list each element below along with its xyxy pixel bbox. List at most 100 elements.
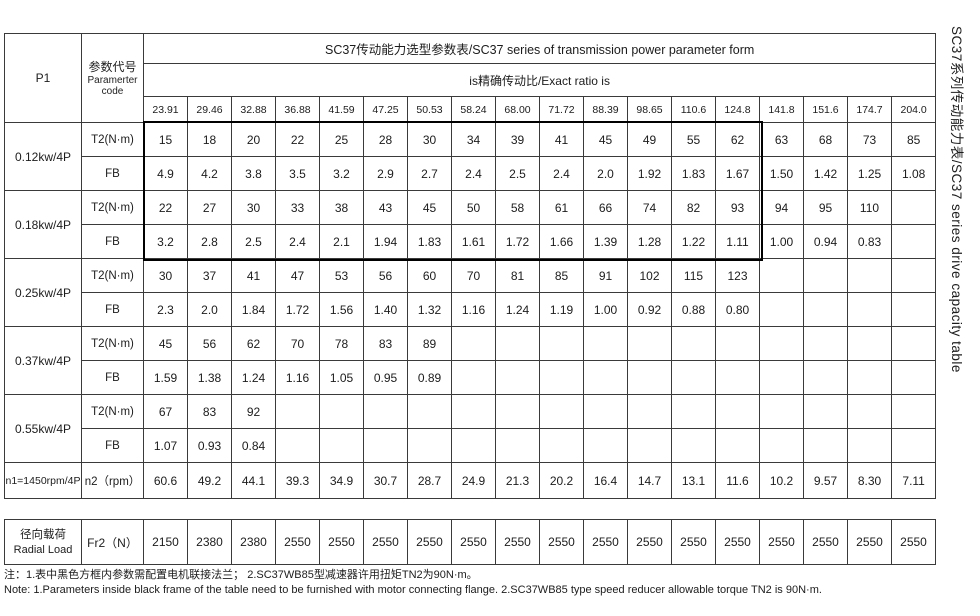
ratio-value-cell: 23.91 [143,96,188,123]
fb-param-cell: FB [81,156,144,191]
radial-load-row: 径向载荷 Radial Load Fr2（N） 2150 2380 2380 2550… [4,519,936,565]
n2-value-cell: 9.57 [803,462,848,499]
fr2-value-cell: 2550 [891,519,936,565]
fr2-value-cell: 2550 [275,519,320,565]
t2-value-cell: 50 [451,190,496,225]
t2-value-cell [715,326,760,361]
fb-row: FB 1.07 0.93 0.84 [5,428,937,463]
t2-value-cell [495,394,540,429]
t2-value-cell: 68 [803,122,848,157]
t2-value-cell: 110 [847,190,892,225]
t2-value-cell: 62 [715,122,760,157]
fb-value-cell [890,428,937,463]
n2-value-cell: 13.1 [671,462,716,499]
fb-value-cell: 0.89 [407,360,452,395]
t2-value-cell: 66 [583,190,628,225]
ratio-value-cell: 141.8 [759,96,804,123]
t2-value-cell [759,326,804,361]
fr2-value-cell: 2550 [583,519,628,565]
n2-value-cell: 49.2 [187,462,232,499]
t2-value-cell [407,394,452,429]
t2-value-cell [847,326,892,361]
fb-value-cell: 0.95 [363,360,408,395]
t2-value-cell: 92 [231,394,276,429]
n2-value-cell: 44.1 [231,462,276,499]
t2-value-cell: 47 [275,258,320,293]
fb-value-cell [890,292,937,327]
t2-value-cell: 43 [363,190,408,225]
ratio-value-cell: 71.72 [539,96,584,123]
fr2-value-cell: 2550 [759,519,804,565]
ratio-value-cell: 50.53 [407,96,452,123]
fb-value-cell [759,428,804,463]
fr2-value-cell: 2550 [803,519,848,565]
fb-value-cell: 1.07 [143,428,188,463]
power-label-cell: 0.55kw/4P [4,394,82,463]
fb-value-cell: 1.56 [319,292,364,327]
fb-value-cell [671,428,716,463]
main-parameter-table: P1 参数代号 Paramerter code SC37传动能力选型参数表/SC… [4,33,937,499]
fb-value-cell: 1.39 [583,224,628,259]
t2-value-cell [539,394,584,429]
t2-value-cell: 56 [363,258,408,293]
fb-row: FB 3.2 2.8 2.5 2.4 2.1 1.94 1.83 1.61 1.72 1.66 1.3… [5,224,937,259]
t2-value-cell: 123 [715,258,760,293]
fb-value-cell [759,360,804,395]
param-code-en-2: code [101,85,124,97]
t2-value-cell [451,394,496,429]
fb-value-cell [890,224,937,259]
fb-value-cell: 1.05 [319,360,364,395]
fb-value-cell [759,292,804,327]
t2-value-cell: 55 [671,122,716,157]
fb-value-cell: 2.4 [275,224,320,259]
t2-value-cell: 70 [451,258,496,293]
fb-value-cell [583,428,628,463]
fb-value-cell: 1.11 [715,224,760,259]
fb-value-cell [847,428,892,463]
fb-value-cell [495,428,540,463]
note-line-en: Note: 1.Parameters inside black frame of… [4,584,822,596]
fb-value-cell: 1.42 [803,156,848,191]
t2-value-cell: 81 [495,258,540,293]
fb-value-cell [319,428,364,463]
fb-value-cell [671,360,716,395]
fb-value-cell: 3.2 [143,224,188,259]
t2-value-cell [759,394,804,429]
fb-value-cell: 1.84 [231,292,276,327]
param-code-cn: 参数代号 [88,59,137,74]
n2-value-cell: 14.7 [627,462,672,499]
n2-value-cell: 34.9 [319,462,364,499]
ratio-value-cell: 47.25 [363,96,408,123]
t2-value-cell: 27 [187,190,232,225]
fr2-value-cell: 2550 [451,519,496,565]
t2-value-cell: 25 [319,122,364,157]
fb-value-cell: 0.84 [231,428,276,463]
t2-value-cell: 30 [231,190,276,225]
fb-value-cell: 2.7 [407,156,452,191]
t2-value-cell [715,394,760,429]
t2-value-cell: 60 [407,258,452,293]
t2-value-cell: 22 [275,122,320,157]
t2-value-cell [803,394,848,429]
fb-value-cell [803,360,848,395]
t2-value-cell [275,394,320,429]
fb-value-cell: 1.16 [451,292,496,327]
fb-value-cell: 1.61 [451,224,496,259]
ratio-value-cell: 110.6 [671,96,716,123]
t2-value-cell [363,394,408,429]
t2-value-cell [671,326,716,361]
t2-value-cell [671,394,716,429]
fb-row: FB 2.3 2.0 1.84 1.72 1.56 1.40 1.32 1.16 1.24 1.19… [5,292,937,327]
param-code-en-1: Paramerter [87,74,138,86]
fb-value-cell [803,292,848,327]
t2-value-cell: 41 [539,122,584,157]
fb-value-cell: 1.16 [275,360,320,395]
n2-value-cell: 11.6 [715,462,760,499]
fb-value-cell: 2.3 [143,292,188,327]
fb-value-cell: 2.4 [539,156,584,191]
n2-value-cell: 24.9 [451,462,496,499]
fb-value-cell: 2.9 [363,156,408,191]
fb-value-cell: 2.1 [319,224,364,259]
fb-value-cell: 1.50 [759,156,804,191]
fb-value-cell: 3.5 [275,156,320,191]
